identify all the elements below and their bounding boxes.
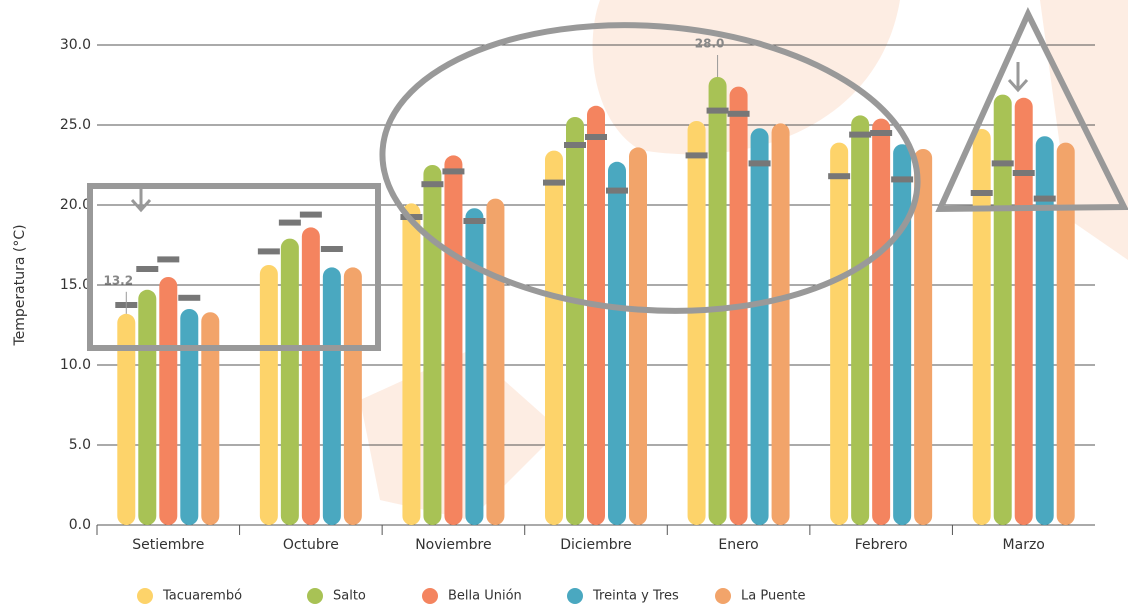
reference-mark bbox=[1012, 170, 1035, 176]
legend-swatch bbox=[715, 588, 731, 604]
value-label: 28.0 bbox=[695, 37, 725, 51]
bar bbox=[402, 203, 421, 525]
reference-mark bbox=[828, 173, 851, 180]
x-tick-label: Febrero bbox=[855, 537, 908, 553]
reference-mark bbox=[299, 211, 322, 218]
reference-mark bbox=[178, 294, 201, 301]
legend-label: Salto bbox=[333, 589, 366, 604]
reference-mark bbox=[849, 131, 872, 138]
value-label: 13.2 bbox=[103, 273, 133, 287]
x-tick-label: Noviembre bbox=[415, 537, 491, 553]
y-tick-label: 20.0 bbox=[60, 197, 91, 213]
bar bbox=[708, 77, 727, 525]
y-tick-label: 10.0 bbox=[60, 357, 91, 373]
bar bbox=[280, 238, 299, 525]
reference-mark bbox=[727, 110, 750, 117]
bar bbox=[486, 198, 505, 525]
y-tick-label: 25.0 bbox=[60, 117, 91, 133]
bar bbox=[914, 149, 933, 525]
bar bbox=[1056, 142, 1075, 525]
bar bbox=[423, 165, 442, 525]
x-tick-label: Enero bbox=[718, 537, 758, 553]
reference-mark bbox=[157, 256, 180, 263]
y-tick-label: 30.0 bbox=[60, 37, 91, 53]
bar bbox=[180, 309, 199, 525]
x-tick-label: Diciembre bbox=[560, 537, 631, 553]
bar bbox=[465, 208, 484, 525]
reference-mark bbox=[870, 130, 893, 136]
legend-swatch bbox=[567, 588, 583, 604]
bar bbox=[444, 155, 463, 525]
reference-mark bbox=[891, 176, 914, 183]
bar bbox=[566, 117, 584, 525]
bar bbox=[545, 150, 563, 525]
x-tick-label: Octubre bbox=[283, 537, 339, 553]
bar bbox=[201, 312, 220, 525]
reference-mark bbox=[564, 142, 586, 148]
bar bbox=[629, 147, 647, 525]
bar bbox=[972, 129, 991, 525]
bar bbox=[259, 265, 278, 525]
reference-mark bbox=[320, 246, 343, 252]
bar bbox=[608, 161, 626, 526]
reference-mark bbox=[421, 181, 444, 188]
reference-mark bbox=[257, 248, 280, 255]
bar bbox=[687, 121, 706, 525]
reference-mark bbox=[970, 190, 993, 196]
reference-mark bbox=[136, 266, 159, 272]
reference-mark bbox=[706, 107, 729, 114]
legend-swatch bbox=[137, 588, 153, 604]
legend-swatch bbox=[307, 588, 323, 604]
bar bbox=[322, 267, 341, 525]
reference-mark bbox=[585, 134, 607, 140]
reference-mark bbox=[606, 187, 628, 194]
legend-swatch bbox=[422, 588, 438, 604]
reference-mark bbox=[543, 179, 565, 186]
bar bbox=[993, 94, 1012, 525]
bar bbox=[159, 277, 178, 525]
bar bbox=[771, 123, 790, 526]
legend-label: La Puente bbox=[741, 589, 806, 604]
y-tick-label: 0.0 bbox=[69, 517, 91, 533]
bar bbox=[830, 142, 849, 525]
x-tick-label: Setiembre bbox=[132, 537, 204, 553]
plot: 0.0 5.0 10.0 15.0 20.0 25.0 30.0 Setiembre Octub… bbox=[60, 37, 1095, 553]
reference-mark bbox=[1033, 195, 1056, 202]
bar bbox=[117, 313, 136, 525]
bar bbox=[851, 115, 870, 526]
bar bbox=[301, 227, 320, 525]
reference-mark bbox=[463, 218, 486, 224]
reference-mark bbox=[991, 160, 1014, 167]
bar bbox=[750, 128, 769, 525]
bar bbox=[872, 118, 891, 525]
bar bbox=[587, 105, 605, 526]
legend-label: Treinta y Tres bbox=[592, 589, 679, 604]
reference-mark bbox=[442, 168, 465, 175]
x-tick-label: Marzo bbox=[1003, 537, 1045, 553]
legend-label: Bella Unión bbox=[448, 589, 522, 604]
y-tick-label: 5.0 bbox=[69, 437, 91, 453]
reference-mark bbox=[278, 219, 301, 226]
reference-mark bbox=[748, 160, 771, 167]
y-tick-label: 15.0 bbox=[60, 277, 91, 293]
y-axis-label: Temperatura (°C) bbox=[12, 224, 28, 346]
bar bbox=[1014, 97, 1033, 526]
highlight-shapes bbox=[87, 6, 1128, 351]
bar bbox=[1035, 136, 1054, 525]
reference-mark bbox=[685, 152, 708, 159]
legend-label: Tacuarembó bbox=[162, 589, 242, 604]
bar bbox=[893, 144, 912, 525]
bar bbox=[343, 267, 362, 525]
bar bbox=[138, 289, 157, 525]
